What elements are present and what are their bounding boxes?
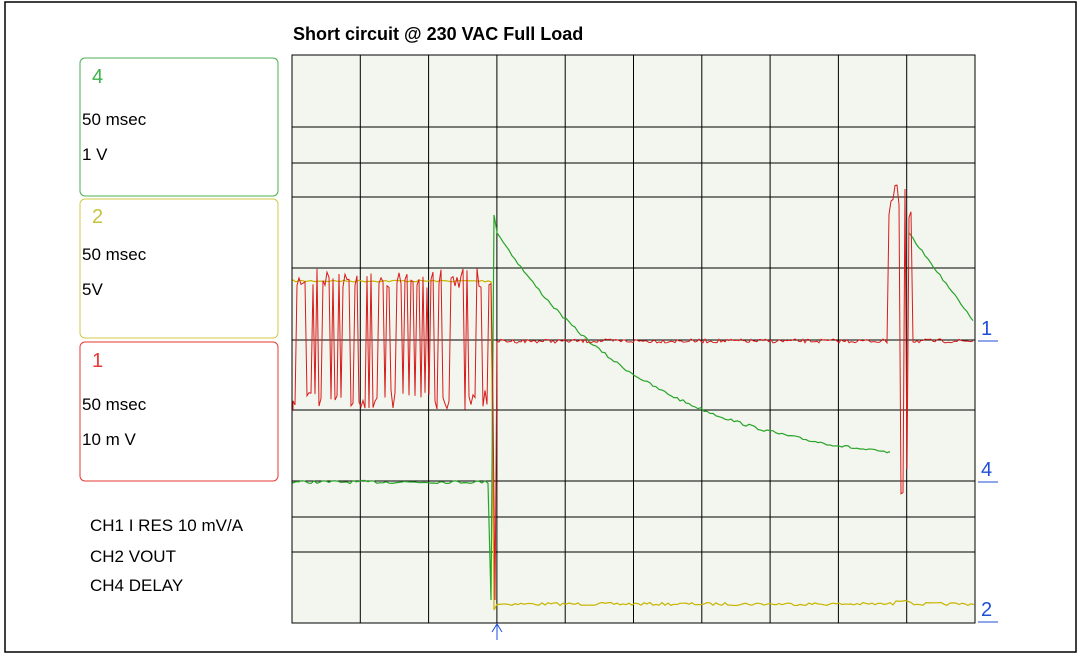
channel-box [79,57,279,197]
channel-box [79,198,279,339]
traces [292,184,975,611]
channel-id: 1 [92,350,103,372]
channel-timebase: 50 msec [82,395,147,414]
trigger-marker [491,623,503,640]
ch4-trace [292,214,891,601]
channel-marker: 2 [981,599,992,621]
channel-box [79,341,279,482]
channel-id: 4 [92,66,103,88]
note: CH1 I RES 10 mV/A [90,516,244,535]
title: Short circuit @ 230 VAC Full Load [293,24,583,44]
channel-scale: 1 V [82,145,108,164]
ch2-trace [292,278,975,611]
channel-id: 2 [92,206,103,228]
channel-marker: 1 [981,318,992,340]
channel-timebase: 50 msec [82,245,147,264]
channel-scale: 5V [82,280,103,299]
ch4-trace [909,232,974,322]
channel-marker: 4 [981,459,992,481]
channel-timebase: 50 msec [82,110,147,129]
note: CH2 VOUT [90,547,176,566]
note: CH4 DELAY [90,576,183,595]
channel-scale: 10 m V [82,430,137,449]
grid [292,55,975,623]
ch1-trace [292,184,974,601]
